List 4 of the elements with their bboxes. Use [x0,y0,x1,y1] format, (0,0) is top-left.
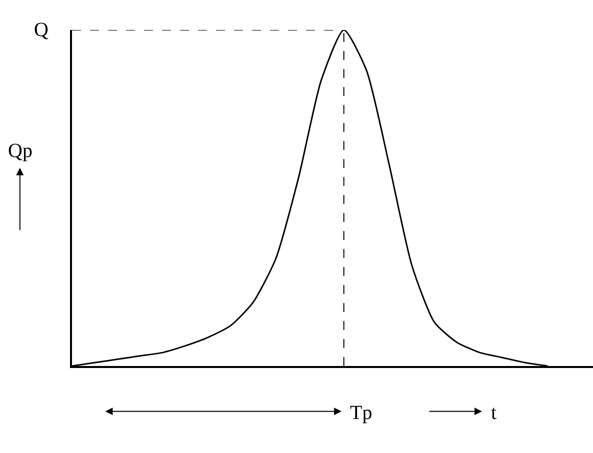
y-axis-title: Qp [8,140,32,162]
text: Tp [350,402,372,424]
ref-line-label: Q [34,19,49,41]
x-axis-title: t [491,402,497,424]
